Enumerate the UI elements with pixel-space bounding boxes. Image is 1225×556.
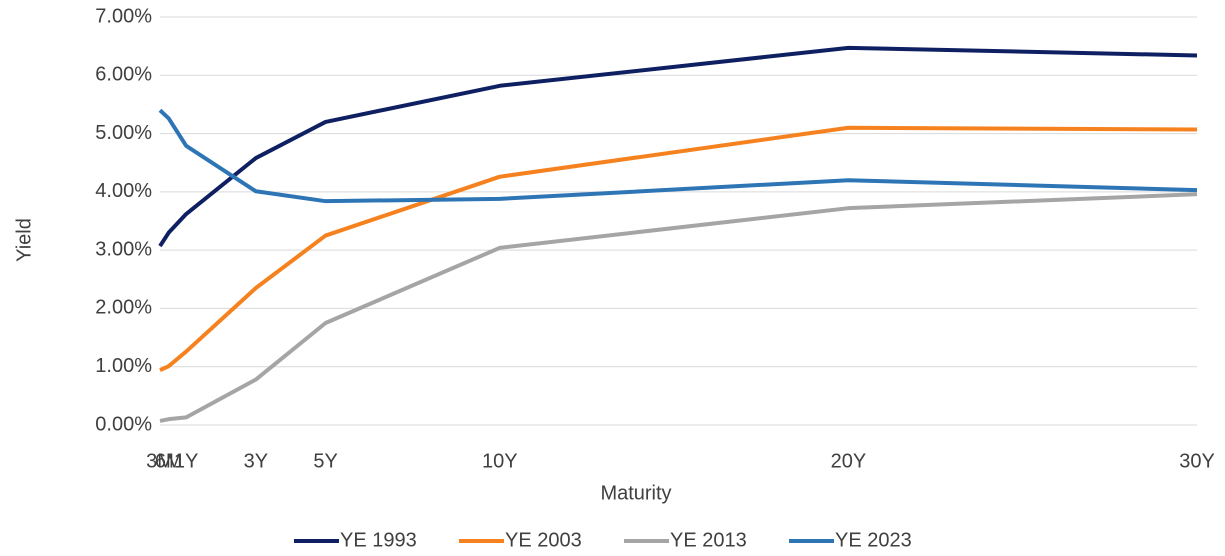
- series-line: [158, 45, 1198, 248]
- x-tick-label: 30Y: [1179, 450, 1215, 472]
- x-tick-label: 1Y: [174, 450, 198, 472]
- legend-label: YE 1993: [340, 529, 417, 551]
- series-line: [159, 125, 1198, 373]
- x-axis-label: Maturity: [600, 482, 671, 504]
- legend-label: YE 2013: [670, 529, 747, 551]
- x-tick-label: 10Y: [482, 450, 518, 472]
- y-tick-label: 7.00%: [95, 5, 152, 27]
- y-tick-label: 0.00%: [95, 413, 152, 435]
- x-tick-label: 20Y: [831, 450, 867, 472]
- y-tick-label: 3.00%: [95, 238, 152, 260]
- y-tick-label: 1.00%: [95, 355, 152, 377]
- y-axis-label: Yield: [13, 218, 35, 262]
- series-line: [158, 108, 1198, 204]
- legend-label: YE 2003: [505, 529, 582, 551]
- x-tick-label: 5Y: [313, 450, 337, 472]
- y-tick-label: 5.00%: [95, 122, 152, 144]
- y-tick-label: 2.00%: [95, 297, 152, 319]
- x-tick-label: 3M: [146, 450, 174, 472]
- y-tick-label: 6.00%: [95, 64, 152, 86]
- y-tick-label: 4.00%: [95, 180, 152, 202]
- x-tick-label: 6M: [155, 450, 183, 472]
- series-line: [159, 192, 1198, 423]
- legend-label: YE 2023: [835, 529, 912, 551]
- x-tick-label: 3Y: [244, 450, 268, 472]
